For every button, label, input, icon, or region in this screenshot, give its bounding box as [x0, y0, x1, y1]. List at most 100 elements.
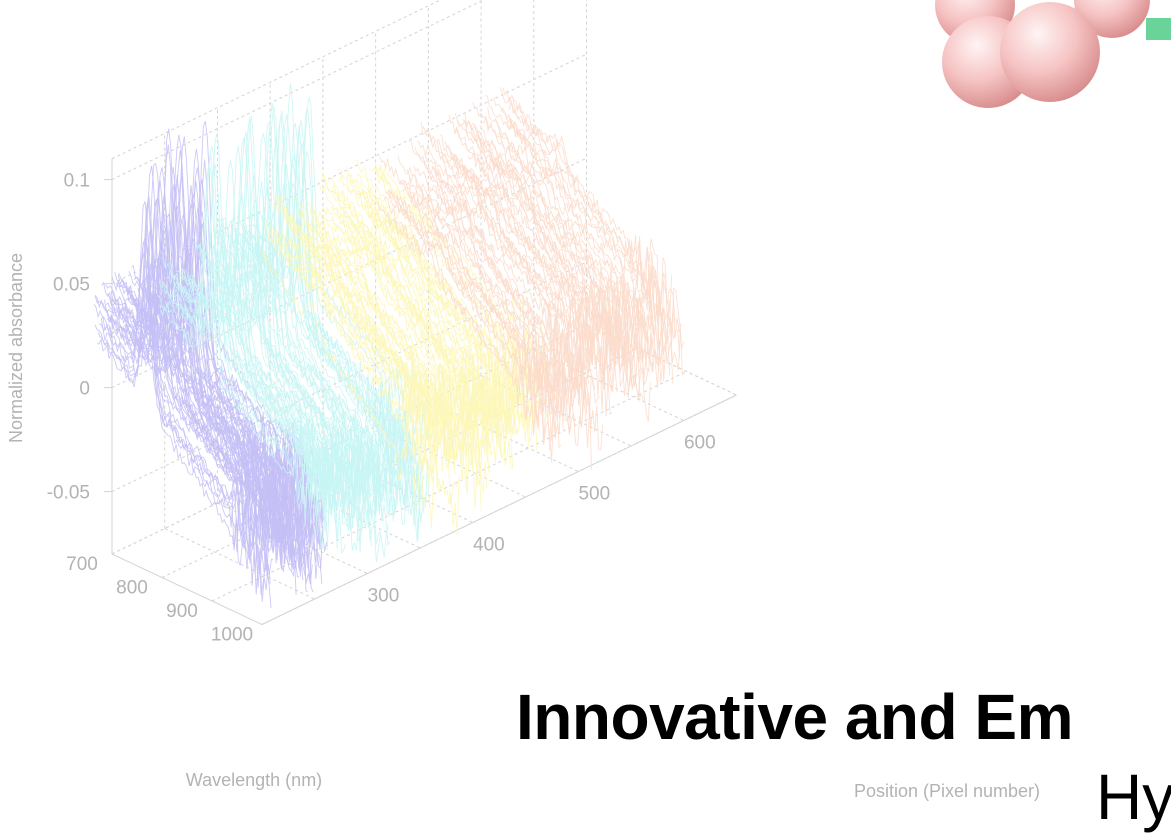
x-tick-label: 1000 [211, 625, 253, 646]
spectrum-line [288, 236, 461, 505]
spectrum-line [286, 252, 460, 536]
y-tick-label: 600 [684, 433, 716, 454]
slide-subtitle: Hy [1096, 761, 1171, 833]
spectrum-line [508, 101, 682, 338]
spectrum-line [145, 180, 319, 579]
spectrum-line [110, 245, 284, 516]
spectrum-line [383, 196, 557, 463]
spectrum-line [472, 102, 646, 349]
spectrum-line [150, 255, 324, 548]
spectrum-line [325, 216, 498, 463]
spectrum-line [366, 205, 540, 434]
spectrum-line [216, 187, 390, 516]
spectrum-line [334, 207, 508, 455]
x-axis-ticks: 700 800 900 1000 [66, 554, 253, 646]
spectrum-line [430, 176, 604, 451]
spectrum-line [261, 249, 434, 529]
spectrum-line [100, 226, 274, 539]
grid-line [322, 451, 474, 523]
spectrum-line [212, 133, 386, 503]
spectrum-line [419, 185, 593, 471]
spectrum-line [154, 159, 328, 570]
grid-line [261, 394, 737, 625]
spectrum-line [497, 133, 671, 382]
spectrum-line [451, 152, 624, 362]
spectrum-line [137, 248, 311, 568]
y-tick-label: 500 [578, 484, 610, 505]
spectrum-line [254, 176, 427, 522]
spectrum-line [140, 246, 313, 585]
grid-line [111, 261, 587, 493]
spectrum-line [509, 117, 683, 376]
spectrum-line [502, 87, 676, 324]
spectrum-line [347, 223, 521, 439]
molecule-decoration [935, 0, 1171, 108]
x-axis-title: Wavelength (nm) [186, 770, 322, 790]
z-tick-label: 0.05 [53, 275, 90, 296]
spectrum-line [422, 125, 596, 390]
spectrum-line [475, 139, 649, 387]
spectrum-line [257, 107, 430, 509]
series-3 [261, 159, 551, 536]
spectrum-line [477, 153, 651, 422]
y-tick-label: 300 [368, 586, 400, 607]
spectrum-line [355, 159, 528, 420]
grid-line [533, 349, 685, 421]
spectrum-line [149, 287, 323, 584]
series-layer [93, 82, 685, 608]
spectrum-line [426, 182, 600, 416]
spectrum-line [408, 136, 582, 380]
spectrum-line [282, 217, 456, 475]
grid-line [428, 400, 579, 472]
spectrum-line [507, 118, 681, 358]
x-tick-label: 900 [166, 601, 198, 622]
spectrum-line [223, 105, 397, 509]
z-tick-label: 0 [79, 379, 90, 400]
spectrum-line [309, 209, 483, 470]
spectrum-line [133, 136, 307, 554]
z-axis-title: Normalized absorbance [6, 253, 26, 443]
grid-line [211, 371, 687, 602]
grid-line [269, 477, 421, 549]
spectrum-line [189, 233, 363, 553]
grid-line [164, 528, 315, 600]
spectrum-line [98, 196, 272, 608]
spectrum-line [250, 119, 424, 505]
molecule-accent [1146, 18, 1171, 40]
spectrum-line [120, 226, 294, 558]
spectrum-line [399, 180, 573, 424]
spectrum-line [420, 121, 594, 371]
y-tick-label: 400 [473, 535, 505, 556]
z-axis-ticks: -0.05 0 0.05 0.1 [47, 171, 112, 504]
spectrum-line [137, 246, 310, 581]
spectrum-line [388, 190, 562, 449]
spectrum-line [177, 262, 351, 519]
y-axis-title: Position (Pixel number) [854, 781, 1040, 801]
spectrum-line [187, 227, 361, 552]
spectrum-line [487, 107, 661, 389]
spectrum-line [365, 176, 538, 443]
spectrum-line [314, 220, 488, 493]
spectrum-line [143, 238, 316, 535]
spectrum-line [338, 221, 512, 469]
spectrum-line [479, 125, 653, 379]
spectrum-line [400, 180, 574, 392]
slide-title: Innovative and Em [516, 681, 1073, 753]
y-axis-ticks: 300 400 500 600 [368, 433, 716, 607]
spectrum-line [397, 155, 571, 420]
spectrum-line [444, 140, 618, 392]
z-tick-label: 0.1 [64, 171, 90, 192]
spectrum-line [408, 175, 582, 429]
spectrum-line [207, 250, 381, 563]
spectrum-line [481, 115, 655, 368]
x-axis-line [111, 553, 263, 625]
spectrum-line [435, 167, 609, 390]
spectrum-line [390, 195, 564, 442]
grid-line [375, 426, 526, 498]
spectrum-line [445, 144, 619, 374]
series-1 [93, 120, 328, 608]
grid-line [586, 324, 737, 396]
grid-line [480, 375, 632, 447]
spectrum-line [490, 140, 664, 383]
spectrum-line [279, 230, 453, 455]
